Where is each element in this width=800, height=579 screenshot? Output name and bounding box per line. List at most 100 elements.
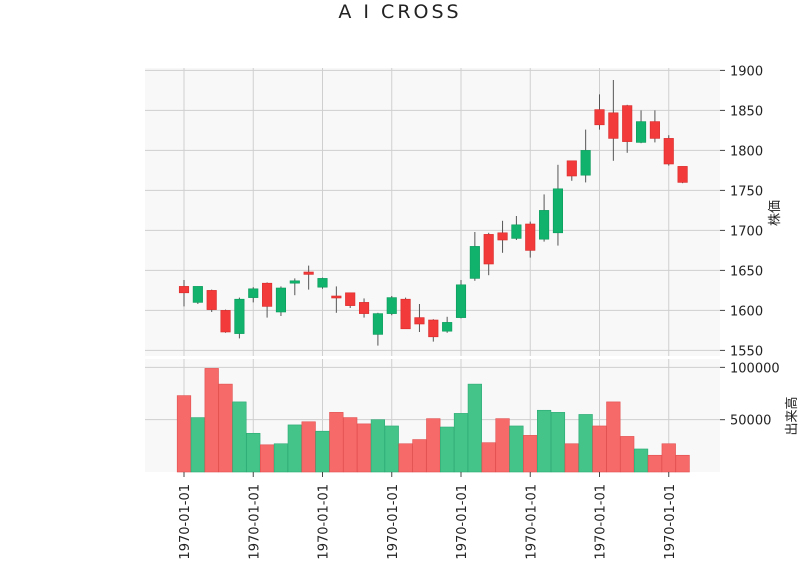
candle-body bbox=[483, 234, 494, 265]
candle-body bbox=[580, 150, 591, 176]
volume-tick-label: 50000 bbox=[730, 414, 771, 429]
x-tick-label: 1970-01-01 bbox=[594, 484, 609, 560]
x-tick-label: 1970-01-01 bbox=[455, 484, 470, 560]
volume-bar bbox=[356, 423, 372, 473]
volume-bar bbox=[592, 425, 607, 473]
x-tick-label: 1970-01-01 bbox=[386, 484, 401, 560]
candle-body bbox=[677, 166, 688, 183]
volume-bar bbox=[232, 401, 247, 473]
candle-body bbox=[178, 286, 190, 294]
volume-bar bbox=[426, 418, 441, 473]
candle-body bbox=[262, 282, 273, 307]
volume-bar bbox=[453, 413, 469, 473]
volume-bar bbox=[536, 409, 552, 473]
x-tick-label: 1970-01-01 bbox=[317, 484, 332, 560]
price-tick-label: 1900 bbox=[730, 64, 763, 79]
candle-body bbox=[455, 284, 467, 318]
candle-body bbox=[206, 290, 217, 310]
candle-body bbox=[566, 160, 577, 177]
candle-body bbox=[372, 313, 383, 335]
price-panel-background bbox=[145, 68, 720, 356]
candle-body bbox=[428, 319, 439, 338]
price-axis-label: 株価 bbox=[768, 200, 783, 226]
volume-bar bbox=[647, 454, 662, 473]
volume-axis-label: 出来高 bbox=[784, 396, 800, 435]
volume-bar bbox=[523, 435, 538, 473]
volume-bar bbox=[190, 417, 205, 473]
price-tick-label: 1800 bbox=[730, 144, 763, 159]
volume-bar bbox=[467, 383, 482, 473]
volume-bar bbox=[259, 444, 275, 473]
volume-bar bbox=[675, 454, 690, 473]
candle-body bbox=[303, 271, 314, 275]
price-tick-label: 1550 bbox=[730, 344, 763, 359]
volume-bar bbox=[661, 443, 676, 473]
candle-body bbox=[635, 121, 647, 143]
volume-bar bbox=[564, 443, 579, 473]
candle-body bbox=[386, 297, 397, 314]
volume-bar bbox=[384, 425, 399, 473]
x-tick-label: 1970-01-01 bbox=[524, 484, 539, 560]
price-grid bbox=[145, 68, 720, 356]
candle-body bbox=[497, 232, 508, 241]
volume-bar bbox=[481, 442, 496, 473]
chart-title: A I CROSS bbox=[338, 1, 461, 23]
volume-bar bbox=[578, 414, 593, 473]
price-axis: 1550 1600 1650 1700 1750 1800 1850 1900 bbox=[720, 64, 763, 359]
volume-bar bbox=[398, 443, 413, 473]
volume-bars bbox=[176, 368, 690, 473]
volume-bar bbox=[633, 448, 649, 473]
volume-bar bbox=[343, 417, 358, 473]
candle-body bbox=[414, 317, 425, 325]
candle-body bbox=[289, 280, 300, 284]
price-tick-label: 1650 bbox=[730, 264, 763, 279]
volume-bar bbox=[176, 395, 192, 473]
candle-body bbox=[594, 109, 605, 126]
volume-bar bbox=[315, 430, 330, 473]
candle-body bbox=[220, 310, 231, 333]
volume-bar bbox=[606, 401, 621, 473]
x-tick-label: 1970-01-01 bbox=[178, 484, 193, 560]
volume-bar bbox=[495, 418, 510, 473]
candle-body bbox=[608, 112, 619, 139]
candle-body bbox=[622, 105, 633, 142]
volume-bar bbox=[329, 412, 344, 473]
x-tick-label: 1970-01-01 bbox=[247, 484, 262, 560]
candle-body bbox=[649, 121, 660, 139]
price-tick-label: 1700 bbox=[730, 224, 763, 239]
candle-body bbox=[469, 246, 480, 279]
candle-body bbox=[539, 210, 550, 240]
volume-bar bbox=[246, 432, 261, 473]
x-tick-label: 1970-01-01 bbox=[663, 484, 678, 560]
candle-body bbox=[552, 188, 564, 234]
price-tick-label: 1750 bbox=[730, 184, 763, 199]
candle-body bbox=[511, 224, 522, 239]
candle-body bbox=[317, 278, 328, 288]
volume-bar bbox=[620, 436, 635, 473]
candle-body bbox=[525, 223, 536, 251]
volume-bar bbox=[287, 424, 302, 473]
volume-bar bbox=[509, 425, 524, 473]
volume-bar bbox=[218, 383, 233, 473]
candles bbox=[178, 80, 688, 346]
candle-body bbox=[663, 138, 674, 165]
volume-bar bbox=[273, 443, 289, 473]
candle-body bbox=[442, 322, 453, 332]
candle-body bbox=[275, 287, 287, 313]
volume-bar bbox=[301, 421, 316, 473]
candle-body bbox=[358, 302, 370, 314]
volume-bar bbox=[440, 426, 455, 473]
x-axis: 1970-01-01 1970-01-01 1970-01-01 1970-01-01… bbox=[178, 472, 678, 560]
price-tick-label: 1850 bbox=[730, 104, 763, 119]
candle-body bbox=[331, 295, 342, 299]
volume-bar bbox=[412, 439, 427, 473]
candle-body bbox=[234, 298, 245, 334]
candle-body bbox=[248, 288, 259, 298]
volume-tick-label: 100000 bbox=[730, 361, 780, 376]
price-tick-label: 1600 bbox=[730, 304, 763, 319]
volume-bar bbox=[550, 412, 566, 473]
volume-bar bbox=[370, 419, 386, 473]
volume-bar bbox=[204, 368, 219, 473]
